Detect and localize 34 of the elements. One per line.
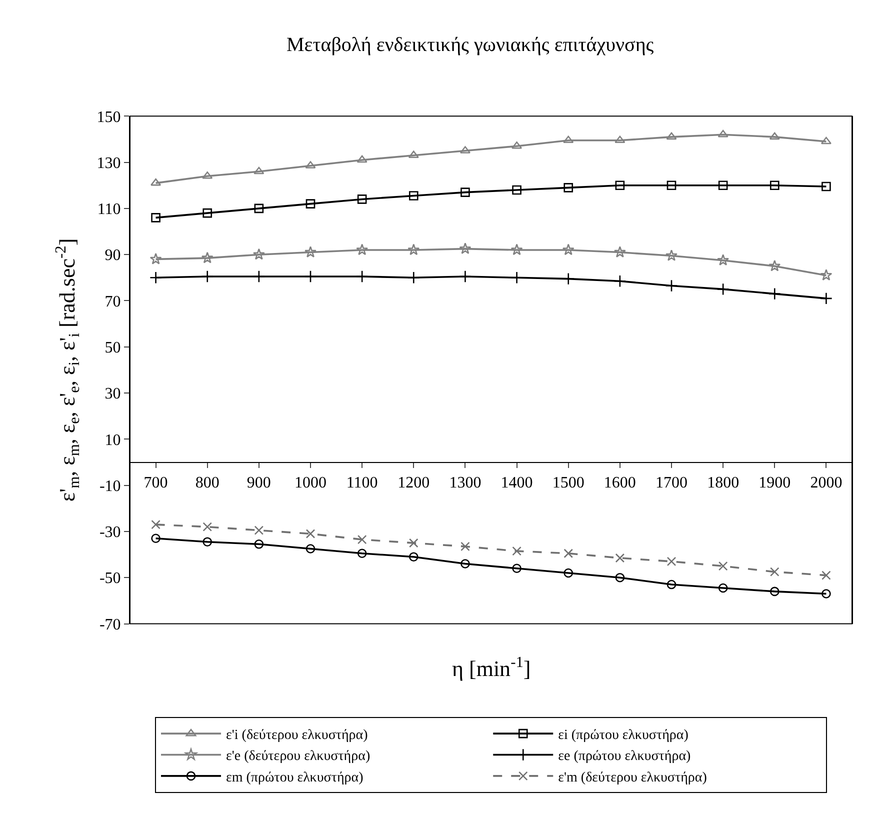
y-tick-label: -10 [99,478,121,495]
x-tick-label: 900 [246,474,271,492]
legend-label: ε'e (δεύτερου ελκυστήρα) [226,749,370,764]
x-tick-label: 1800 [707,474,740,492]
legend-label: ε'i (δεύτερου ελκυστήρα) [226,728,368,744]
y-tick-label: -30 [99,524,121,542]
x-tick-label: 1600 [604,474,636,492]
legend-label: εe (πρώτου ελκυστήρα) [558,749,692,764]
x-tick-label: 1700 [656,474,688,492]
y-tick-label: -70 [99,616,121,634]
y-tick-label: 150 [96,108,121,126]
x-tick-label: 1400 [500,474,533,492]
y-tick-label: 70 [104,293,121,310]
x-axis-title: η [min$^{-1}$] [452,654,531,682]
chart-title: Μεταβολή ενδεικτικής γωνιακής επιτάχυνσης [286,34,654,56]
y-tick-label: 90 [104,247,121,264]
y-tick-label: 30 [104,386,121,403]
x-tick-label: 1300 [449,474,482,492]
legend-label: εi (πρώτου ελκυστήρα) [558,728,689,744]
x-tick-label: 2000 [810,474,842,492]
x-tick-label: 1200 [398,474,430,492]
x-tick-label: 1100 [346,474,378,492]
y-tick-label: -50 [99,570,121,588]
legend-label: ε'm (δεύτερου ελκυστήρα) [558,770,708,786]
y-tick-label: 110 [97,201,121,218]
y-tick-label: 130 [96,154,121,172]
y-tick-label: 50 [104,339,121,356]
legend-label: εm (πρώτου ελκυστήρα) [226,770,364,786]
y-tick-label: 10 [104,432,121,449]
x-tick-label: 1900 [758,474,791,492]
x-tick-label: 1500 [552,474,584,492]
x-tick-label: 700 [144,474,168,492]
x-tick-label: 800 [195,474,220,492]
x-tick-label: 1000 [294,474,326,492]
